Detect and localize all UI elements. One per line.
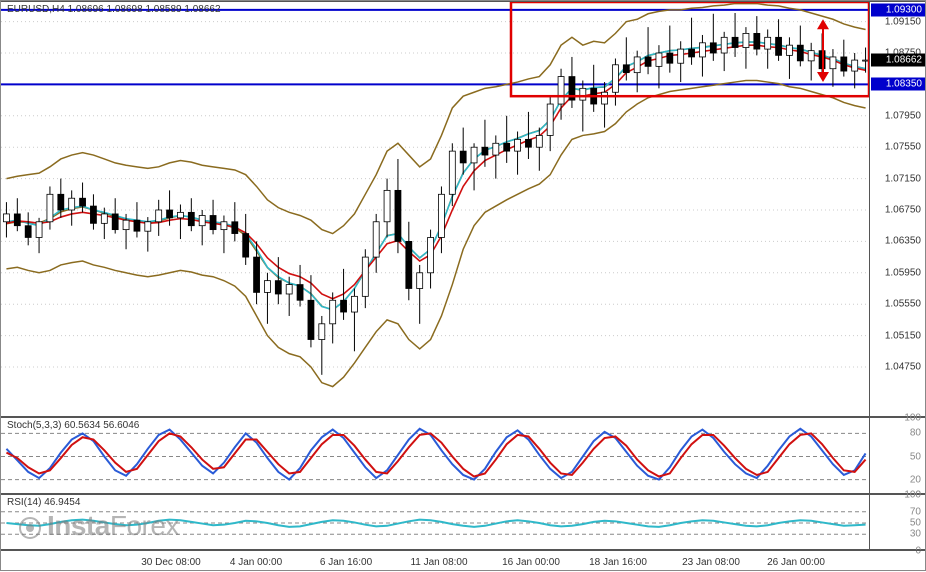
- ytick-label: 1.04750: [885, 361, 921, 372]
- ytick-label: 1.06350: [885, 236, 921, 247]
- rsi-label: RSI(14): [7, 497, 41, 508]
- hline-label: 1.09300: [871, 3, 925, 16]
- timeframe: H4: [52, 4, 65, 15]
- ytick-label: 1.06750: [885, 205, 921, 216]
- ytick-label: 1.05150: [885, 330, 921, 341]
- stoch-ytick: 100: [904, 413, 921, 424]
- stoch-ytick: 80: [910, 428, 921, 439]
- ytick-label: 1.09150: [885, 16, 921, 27]
- xtick-label: 16 Jan 00:00: [502, 557, 560, 568]
- last-price-label: 1.08662: [871, 53, 925, 66]
- ytick-label: 1.07950: [885, 110, 921, 121]
- symbol: EURUSD: [7, 4, 49, 15]
- chart-container: EURUSD,H4 1.08696 1.08698 1.08589 1.0866…: [0, 0, 926, 571]
- stoch-d-value: 56.6046: [103, 420, 139, 431]
- ohlc-c: 1.08662: [184, 4, 220, 15]
- xtick-label: 26 Jan 00:00: [767, 557, 825, 568]
- ytick-label: 1.05550: [885, 299, 921, 310]
- xtick-label: 4 Jan 00:00: [230, 557, 282, 568]
- xtick-label: 18 Jan 16:00: [589, 557, 647, 568]
- price-yaxis: 1.091501.087501.083501.079501.075501.071…: [869, 2, 925, 416]
- watermark-icon: [19, 517, 41, 539]
- stoch-panel[interactable]: Stoch(5,3,3) 60.5634 56.6046 2050800100: [1, 417, 925, 494]
- hline-label: 1.08350: [871, 78, 925, 91]
- stoch-label: Stoch(5,3,3): [7, 420, 61, 431]
- stoch-ytick: 20: [910, 474, 921, 485]
- ytick-label: 1.07150: [885, 173, 921, 184]
- xtick-label: 30 Dec 08:00: [141, 557, 201, 568]
- xtick-label: 23 Jan 08:00: [682, 557, 740, 568]
- stoch-yaxis: 2050800100: [869, 418, 925, 493]
- ohlc-h: 1.08698: [107, 4, 143, 15]
- symbol-title: EURUSD,H4 1.08696 1.08698 1.08589 1.0866…: [7, 4, 221, 15]
- rsi-ytick: 30: [910, 529, 921, 540]
- time-axis: 30 Dec 08:00 4 Jan 00:00 6 Jan 16:00 11 Jan…: [1, 550, 925, 572]
- stoch-k-value: 60.5634: [64, 420, 100, 431]
- rsi-ytick: 70: [910, 506, 921, 517]
- rsi-title: RSI(14) 46.9454: [7, 497, 80, 508]
- ytick-label: 1.05950: [885, 267, 921, 278]
- ohlc-l: 1.08589: [145, 4, 181, 15]
- rsi-ytick: 100: [904, 490, 921, 501]
- rsi-ytick: 50: [910, 518, 921, 529]
- rsi-yaxis: 3050700100: [869, 495, 925, 549]
- price-plot: [1, 2, 871, 418]
- stoch-ytick: 50: [910, 451, 921, 462]
- rsi-value: 46.9454: [44, 497, 80, 508]
- stoch-title: Stoch(5,3,3) 60.5634 56.6046: [7, 420, 139, 431]
- xtick-label: 11 Jan 08:00: [410, 557, 467, 568]
- ohlc-o: 1.08696: [68, 4, 104, 15]
- watermark: InstaForex: [19, 510, 179, 542]
- xtick-label: 6 Jan 16:00: [320, 557, 372, 568]
- price-panel[interactable]: EURUSD,H4 1.08696 1.08698 1.08589 1.0866…: [1, 1, 925, 417]
- ytick-label: 1.07550: [885, 142, 921, 153]
